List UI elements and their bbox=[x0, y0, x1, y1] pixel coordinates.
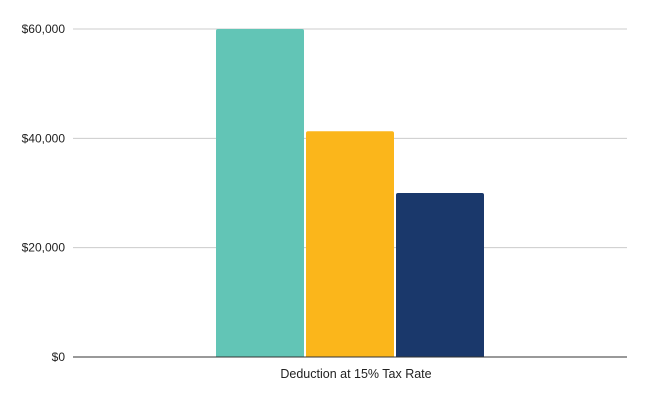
x-category-label: Deduction at 15% Tax Rate bbox=[280, 367, 431, 381]
y-tick-label: $0 bbox=[52, 350, 66, 364]
bars bbox=[216, 29, 484, 357]
y-axis-tick-labels: $0 $20,000 $40,000 $60,000 bbox=[22, 22, 66, 364]
bar-series-2 bbox=[306, 131, 394, 357]
x-axis-category-labels: Deduction at 15% Tax Rate bbox=[280, 367, 431, 381]
y-tick-label: $40,000 bbox=[22, 131, 66, 145]
y-tick-label: $20,000 bbox=[22, 241, 66, 255]
bar-series-1 bbox=[216, 29, 304, 357]
y-tick-label: $60,000 bbox=[22, 22, 66, 36]
bar-series-3 bbox=[396, 193, 484, 357]
